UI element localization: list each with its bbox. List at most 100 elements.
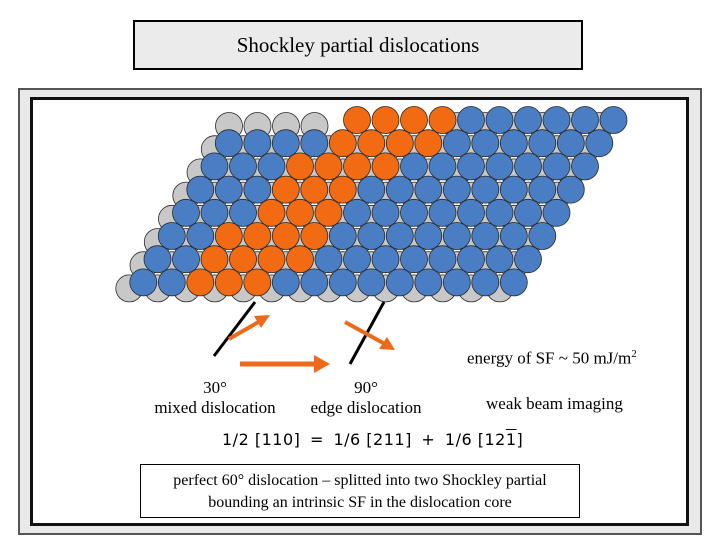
- lattice-atom: [414, 175, 443, 204]
- lattice-atom: [485, 198, 514, 227]
- mixed-dislocation-line: [212, 301, 257, 357]
- summary-line-2: bounding an intrinsic SF in the dislocat…: [208, 494, 512, 511]
- lattice-atom: [300, 268, 329, 297]
- lattice-atom: [357, 222, 386, 250]
- lattice-atom: [129, 268, 158, 297]
- lattice-atom: [357, 268, 386, 297]
- lattice-atom: [172, 198, 200, 227]
- stacking-fault-atom: [243, 222, 272, 250]
- edge-name: edge dislocation: [310, 398, 422, 417]
- lattice-atom: [485, 245, 514, 274]
- lattice-atom: [214, 129, 243, 158]
- imaging-note: weak beam imaging: [486, 394, 623, 413]
- lattice-atom: [499, 222, 528, 250]
- lattice-atom: [371, 198, 400, 227]
- plus-sign: +: [421, 430, 436, 449]
- energy-exponent: 2: [631, 348, 637, 360]
- stacking-fault-atom: [343, 106, 371, 134]
- stacking-fault-atom: [286, 152, 314, 181]
- lattice-atom: [428, 198, 457, 227]
- shift-arrow-head: [314, 355, 330, 373]
- lattice-atom: [528, 222, 557, 250]
- summary-box: perfect 60° dislocation – splitted into …: [140, 464, 580, 518]
- energy-note: energy of SF ~ 50 mJ/m2: [467, 348, 637, 369]
- lattice-atom: [499, 268, 528, 297]
- lattice-atom: [400, 245, 428, 274]
- stacking-fault-atom: [271, 175, 300, 204]
- lattice-atom: [556, 175, 585, 204]
- stacking-fault-atom: [385, 129, 414, 158]
- stacking-fault-atom: [371, 106, 400, 134]
- lattice-atom: [442, 268, 471, 297]
- lattice-atom: [400, 152, 428, 181]
- stacking-fault-atom: [428, 106, 457, 134]
- lattice-atom: [471, 222, 500, 250]
- lattice-atom: [542, 152, 571, 181]
- stacking-fault-atom: [314, 198, 343, 227]
- lattice-atom: [514, 245, 542, 274]
- stacking-fault-atom: [357, 129, 386, 158]
- lattice-atom: [343, 198, 371, 227]
- overbar-index: 1: [505, 430, 517, 449]
- lattice-atom: [542, 106, 571, 134]
- energy-text: energy of SF ~ 50 mJ/m: [467, 348, 632, 368]
- stacking-fault-atom: [271, 222, 300, 250]
- lattice-atom: [300, 129, 329, 158]
- lattice-atom: [499, 129, 528, 158]
- stacking-fault-atom: [400, 106, 428, 134]
- lattice-atom: [172, 245, 200, 274]
- burgers-vector-formula: 1/2 [110] = 1/6 [211] + 1/6 [121]: [222, 430, 523, 449]
- equals-sign: =: [309, 430, 324, 449]
- lattice-atom: [214, 175, 243, 204]
- lattice-atom: [528, 175, 557, 204]
- lattice-atom: [229, 152, 257, 181]
- lattice-atom: [186, 175, 215, 204]
- lattice-atom: [571, 106, 599, 134]
- lattice-atom: [485, 152, 514, 181]
- lattice-atom: [499, 175, 528, 204]
- lattice-atom: [442, 175, 471, 204]
- partial2-text: 1/6 [121]: [444, 430, 524, 449]
- title-box: Shockley partial dislocations: [133, 20, 583, 70]
- lattice-atom: [457, 198, 485, 227]
- stacking-fault-atom: [328, 129, 357, 158]
- partial-shift-arrow: [240, 355, 330, 373]
- lattice-atom: [471, 129, 500, 158]
- stacking-fault-atom: [328, 175, 357, 204]
- mixed-burgers-arrow: [228, 318, 263, 341]
- stacking-fault-atom: [200, 245, 229, 274]
- stacking-fault-atom: [371, 152, 400, 181]
- lattice-atom: [457, 152, 485, 181]
- lattice-atom: [143, 245, 172, 274]
- lattice-atom: [442, 129, 471, 158]
- stacking-fault-atom: [257, 245, 286, 274]
- mixed-dislocation-label: 30° mixed dislocation: [140, 378, 290, 418]
- lattice-atom: [271, 129, 300, 158]
- stacking-fault-atom: [286, 245, 314, 274]
- lattice-atom: [428, 152, 457, 181]
- lattice-atom: [243, 129, 272, 158]
- lattice-atom: [385, 175, 414, 204]
- lattice-atom: [328, 222, 357, 250]
- lattice-atom: [371, 245, 400, 274]
- edge-burgers-arrowhead: [379, 337, 395, 350]
- stacking-fault-atom: [257, 198, 286, 227]
- lattice-atom: [585, 129, 614, 158]
- lattice-atom: [571, 152, 599, 181]
- lattice-atom: [385, 268, 414, 297]
- lattice-atom: [414, 222, 443, 250]
- lattice-atom: [385, 222, 414, 250]
- mixed-name: mixed dislocation: [154, 398, 276, 417]
- lattice-atom: [514, 198, 542, 227]
- stacking-fault-atom: [214, 222, 243, 250]
- edge-angle: 90°: [354, 378, 378, 397]
- stacking-fault-atom: [300, 175, 329, 204]
- lattice-atom: [200, 152, 229, 181]
- lattice-atom: [343, 245, 371, 274]
- lattice-atom: [485, 106, 514, 134]
- lattice-atom: [414, 268, 443, 297]
- stacking-fault-atom: [414, 129, 443, 158]
- lattice-atom: [271, 268, 300, 297]
- lattice-atom: [428, 245, 457, 274]
